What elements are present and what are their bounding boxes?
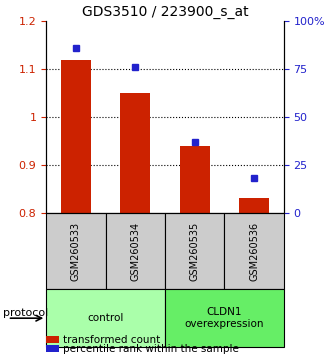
Text: transformed count: transformed count [63,335,160,345]
Text: CLDN1
overexpression: CLDN1 overexpression [185,307,264,329]
Bar [239,199,269,213]
Text: control: control [87,313,124,323]
Bar [180,146,210,213]
FancyBboxPatch shape [224,213,284,290]
FancyBboxPatch shape [106,213,165,290]
Text: protocol: protocol [3,308,49,318]
FancyBboxPatch shape [46,213,106,290]
Bar [61,59,91,213]
Text: GSM260536: GSM260536 [249,222,259,281]
Text: GSM260535: GSM260535 [190,222,200,281]
Text: percentile rank within the sample: percentile rank within the sample [63,344,239,354]
FancyBboxPatch shape [165,213,224,290]
Title: GDS3510 / 223900_s_at: GDS3510 / 223900_s_at [82,5,248,19]
FancyBboxPatch shape [165,290,284,347]
Text: GSM260534: GSM260534 [130,222,140,281]
Text: GSM260533: GSM260533 [71,222,81,281]
FancyBboxPatch shape [46,290,165,347]
Bar [120,93,150,213]
